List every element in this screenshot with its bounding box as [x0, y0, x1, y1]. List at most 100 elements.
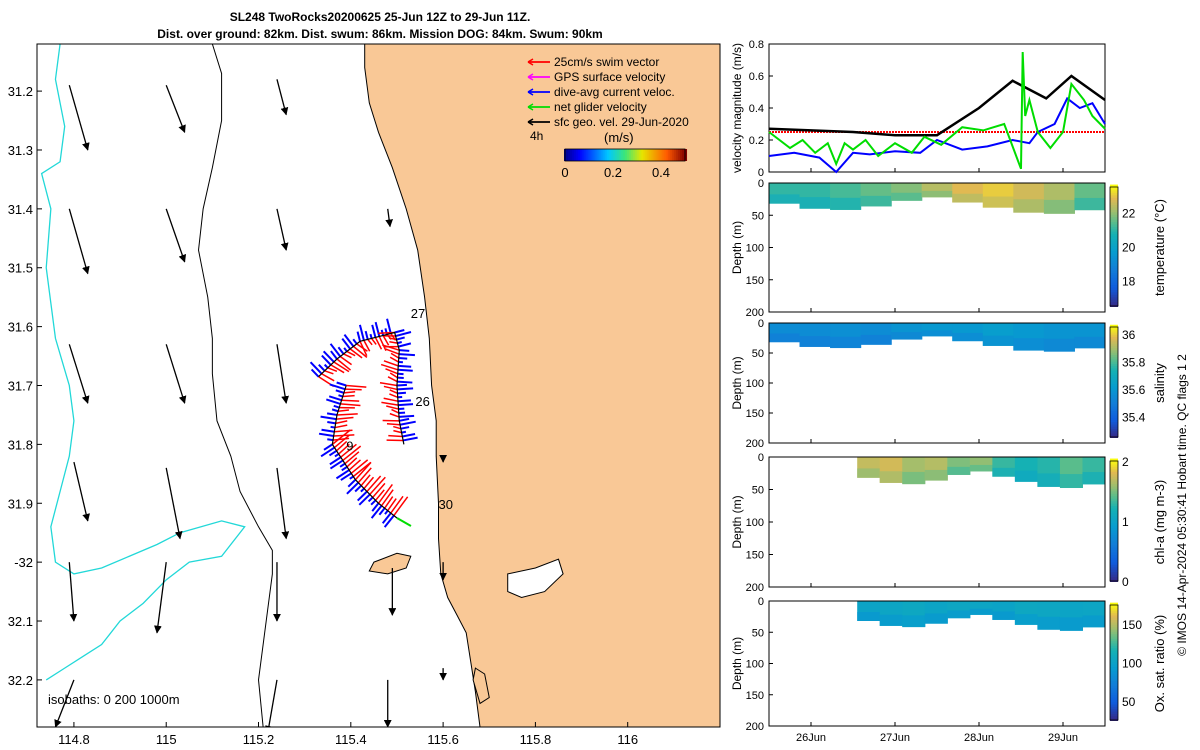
oxygen-colorbar-cell	[1110, 696, 1118, 700]
oxygen-colorbar-cell	[1110, 630, 1118, 635]
dive-avg-vector	[398, 353, 415, 357]
chla-colorbar-cell	[1110, 470, 1118, 475]
dive-avg-vector	[358, 493, 371, 506]
swim-vector	[386, 422, 401, 426]
chla-colorbar-cell	[1110, 509, 1118, 514]
oxygen-cell-deep	[857, 612, 881, 621]
salinity-colorbar-cell	[1110, 338, 1118, 342]
oxygen-colorbar-cell	[1110, 663, 1118, 668]
oxygen-colorbar-cell	[1110, 703, 1118, 707]
dive-avg-vector	[327, 421, 336, 425]
swim-vector	[333, 434, 350, 449]
salinity-ytick-label: 50	[752, 348, 764, 360]
salinity-colorbar-cell	[1110, 416, 1118, 421]
day-label: 27	[411, 306, 425, 321]
swim-vector	[393, 496, 409, 516]
chla-colorbar-cell	[1110, 519, 1118, 524]
sfc-geo-arrow	[265, 679, 278, 727]
map-ytick-label: 31.3	[8, 143, 33, 158]
map-xtick-label: 115.4	[335, 732, 367, 747]
colorbar-cell	[665, 149, 669, 161]
swim-vector	[381, 401, 399, 406]
chla-colorbar-cell	[1110, 558, 1118, 563]
swim-vector	[388, 337, 397, 341]
chla-cell-deep	[924, 469, 948, 481]
sfc-geo-arrow	[165, 208, 187, 263]
time-tick-label: 26Jun	[796, 732, 826, 744]
chla-colorbar-cell	[1110, 541, 1118, 546]
temperature-axes: 0 50 100 150 200 Depth (m) 18 20 22 temperature (…	[730, 178, 1167, 319]
salinity-colorbar-cell	[1110, 412, 1118, 416]
swim-vector	[377, 483, 393, 504]
chla-colorbar-cell	[1110, 529, 1118, 534]
chla-colorbar-cell	[1110, 500, 1118, 504]
salinity-colorbar-tick-label: 36	[1122, 328, 1136, 342]
sfc-geo-arrow	[276, 467, 290, 540]
colorbar-tick-label: 0.2	[604, 165, 622, 180]
swim-vector	[393, 425, 402, 430]
dive-avg-vector	[326, 412, 338, 416]
legend-arrowhead	[527, 118, 534, 126]
dive-avg-vector	[329, 456, 342, 466]
swim-vector	[332, 437, 350, 441]
temperature-ytick-label: 200	[746, 307, 764, 319]
salinity-ytick-label: 0	[758, 318, 764, 330]
swim-vector	[357, 467, 372, 484]
oxygen-colorbar-cell	[1110, 680, 1118, 684]
swim-vector	[378, 336, 387, 352]
temperature-colorbar-cell	[1110, 216, 1118, 220]
map-ytick-label: 31.7	[8, 379, 33, 394]
colorbar-cell	[631, 149, 635, 161]
colorbar-cell	[649, 149, 653, 161]
dive-avg-vector	[381, 512, 392, 524]
temperature-cell-deep	[860, 195, 892, 207]
oxygen-colorbar-cell	[1110, 642, 1118, 646]
chla-colorbar-cell	[1110, 497, 1118, 502]
swim-vector	[388, 434, 403, 438]
dive-avg-vector	[321, 428, 335, 433]
salinity-colorbar-cell	[1110, 329, 1118, 333]
colorbar-cell	[622, 149, 627, 161]
velocity-ytick-label: 0	[758, 167, 764, 179]
dive-avg-vector	[328, 449, 338, 457]
oxygen-colorbar-cell	[1110, 661, 1118, 665]
dive-avg-vector	[323, 443, 333, 451]
swim-vector	[330, 364, 345, 374]
chla-cell-deep	[1014, 470, 1038, 482]
chla-colorbar-cell	[1110, 546, 1118, 551]
dive-avg-vector	[400, 426, 410, 430]
temperature-colorbar-cell	[1110, 228, 1118, 232]
colorbar-cell	[629, 149, 633, 161]
chla-colorbar-cell	[1110, 512, 1118, 516]
temperature-colorbar-cell	[1110, 201, 1118, 205]
oxygen-colorbar-cell	[1110, 651, 1118, 656]
chla-cell-deep	[1037, 473, 1061, 487]
salinity-colorbar-cell	[1110, 383, 1118, 387]
oxygen-colorbar-cell	[1110, 687, 1118, 691]
swim-vector	[382, 344, 400, 351]
colorbar-cell	[564, 149, 568, 161]
salinity-colorbar-cell	[1110, 365, 1118, 369]
swim-vector	[346, 457, 358, 468]
temperature-ytick-label: 50	[752, 210, 764, 222]
temperature-colorbar-cell	[1110, 240, 1118, 244]
salinity-colorbar-cell	[1110, 371, 1118, 376]
salinity-cell-deep	[982, 335, 1014, 346]
swim-vector	[390, 495, 404, 514]
colorbar-cell	[594, 149, 598, 161]
oxygen-colorbar-tick-label: 100	[1122, 657, 1142, 671]
chla-colorbar-cell	[1110, 487, 1118, 492]
dive-avg-vector	[364, 330, 369, 340]
swim-vector	[383, 397, 399, 402]
temperature-colorbar-frame	[1109, 186, 1119, 307]
swim-vector	[334, 424, 348, 429]
temperature-colorbar-cell	[1110, 187, 1118, 191]
colorbar-cell	[635, 149, 639, 161]
oxygen-colorbar-cell	[1110, 698, 1118, 703]
swim-vector	[389, 393, 399, 398]
chla-colorbar-cell	[1110, 495, 1118, 499]
chla-colorbar-cell	[1110, 478, 1118, 482]
chla-colorbar-cell	[1110, 539, 1118, 543]
dive-avg-vector	[341, 466, 348, 472]
